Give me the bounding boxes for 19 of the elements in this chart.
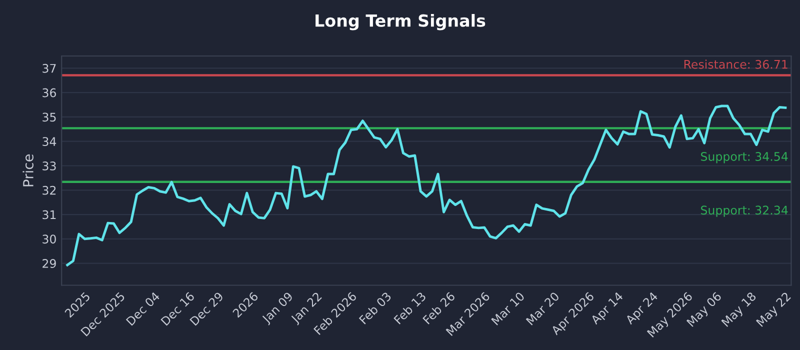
- y-tick-label: 36: [42, 88, 56, 98]
- line-series: [66, 104, 787, 266]
- chart-title: Long Term Signals: [316, 14, 486, 30]
- y-tick-label: 29: [42, 259, 56, 268]
- x-tick-label: Mar 10: [490, 292, 525, 326]
- ref-line-label: Resistance: 36.71: [684, 60, 788, 69]
- y-tick-label: 37: [42, 64, 56, 73]
- y-tick-label: 32: [42, 186, 56, 195]
- y-axis-title: Price: [22, 154, 34, 186]
- y-tick-label: 33: [42, 161, 56, 170]
- y-tick-label: 35: [42, 112, 56, 122]
- y-tick-label: 30: [42, 234, 56, 244]
- y-tick-label: 34: [42, 137, 56, 146]
- x-tick-label: Feb 03: [358, 291, 392, 324]
- x-tick-label: Dec 04: [126, 291, 160, 326]
- x-tick-label: Mar 20: [526, 292, 560, 326]
- ref-line-label: Support: 32.34: [701, 206, 788, 217]
- ref-line-label: Support: 34.54: [701, 152, 788, 164]
- y-tick-label: 31: [42, 210, 56, 220]
